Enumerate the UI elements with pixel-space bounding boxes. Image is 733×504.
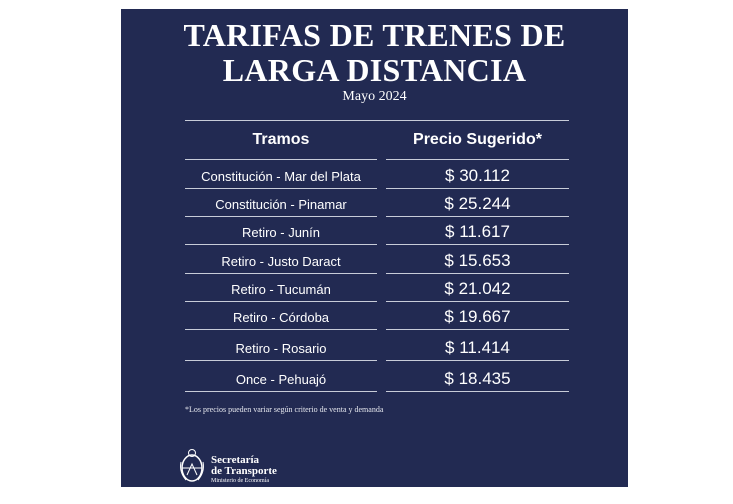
logo-line-3: Ministerio de Economía [211, 478, 269, 484]
footnote: *Los precios pueden variar según criteri… [185, 405, 384, 414]
row-rule-right [386, 244, 569, 245]
price-cell: $ 11.617 [445, 222, 510, 241]
argentina-coat-of-arms-icon [180, 449, 204, 482]
route-cell: Retiro - Junín [241, 225, 321, 240]
route-cell: Retiro - Córdoba [232, 310, 330, 325]
price-cell: $ 19.667 [444, 307, 511, 326]
logo-line-1: Secretaría [211, 454, 260, 466]
price-cell: $ 11.414 [445, 338, 510, 357]
row-rule-left [185, 301, 377, 302]
row-rule-left [185, 244, 377, 245]
title-line-2: LARGA DISTANCIA [222, 52, 527, 88]
row-rule-left [185, 216, 377, 217]
row-rule-left [185, 273, 377, 274]
route-cell: Retiro - Rosario [235, 341, 327, 356]
route-cell: Constitución - Pinamar [215, 197, 347, 212]
logo-text: Secretaría de Transporte Ministerio de E… [211, 455, 277, 486]
title-line-1: TARIFAS DE TRENES DE [183, 17, 566, 53]
row-rule-right [386, 329, 569, 330]
row-rule-right [386, 188, 569, 189]
route-cell: Constitución - Mar del Plata [201, 169, 361, 184]
top-rule [185, 120, 569, 121]
row-rule-right [386, 360, 569, 361]
row-rule-left [185, 188, 377, 189]
price-cell: $ 18.435 [444, 369, 511, 388]
header-routes: Tramos [252, 131, 310, 148]
price-cell: $ 15.653 [444, 251, 511, 270]
price-cell: $ 30.112 [445, 166, 510, 185]
route-cell: Once - Pehuajó [235, 372, 327, 387]
row-rule-right [386, 301, 569, 302]
subtitle-date: Mayo 2024 [342, 89, 407, 104]
header-price: Precio Sugerido* [413, 131, 542, 148]
fare-panel: TARIFAS DE TRENES DE LARGA DISTANCIA May… [121, 9, 628, 487]
price-cell: $ 21.042 [444, 279, 511, 298]
header-rule-left [185, 159, 377, 160]
row-rule-right [386, 216, 569, 217]
route-cell: Retiro - Tucumán [231, 282, 331, 297]
logo-line-2: de Transporte [211, 465, 277, 477]
row-rule-right [386, 391, 569, 392]
row-rule-right [386, 273, 569, 274]
price-cell: $ 25.244 [444, 194, 511, 213]
header-rule-right [386, 159, 569, 160]
row-rule-left [185, 360, 377, 361]
row-rule-left [185, 329, 377, 330]
row-rule-left [185, 391, 377, 392]
route-cell: Retiro - Justo Daract [221, 254, 341, 269]
